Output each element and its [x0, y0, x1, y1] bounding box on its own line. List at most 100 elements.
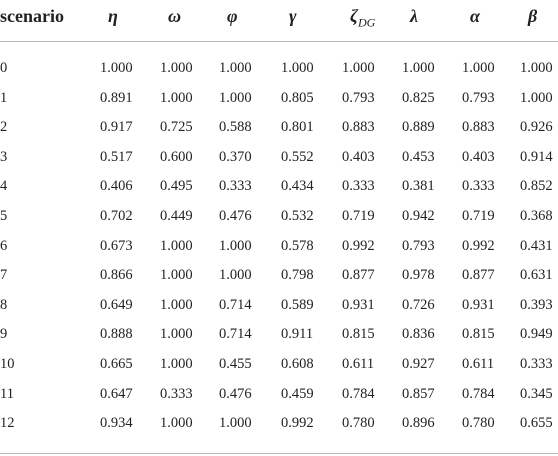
- cell-value: 0.726: [402, 296, 435, 313]
- cell-value: 0.476: [219, 208, 252, 224]
- cell-value: 1.000: [160, 356, 193, 372]
- cell-value: 0.611: [342, 356, 375, 372]
- cell-value: 0.949: [520, 326, 553, 343]
- cell-value: 0.647: [100, 385, 133, 402]
- cell-value: 0.459: [281, 385, 314, 402]
- cell-value: 1.000: [462, 60, 495, 76]
- cell-value: 0.931: [462, 296, 495, 313]
- cell-value: 0.793: [402, 237, 435, 254]
- column-header: η: [108, 6, 118, 26]
- cell-value: 0.927: [402, 356, 435, 372]
- cell-value: 0.600: [160, 148, 193, 165]
- cell-value: 0.333: [462, 178, 495, 195]
- cell-value: 0.495: [160, 178, 193, 195]
- cell-value: 0.333: [160, 385, 193, 402]
- cell-value: 1.000: [281, 60, 314, 76]
- header-symbol: ζ: [350, 6, 358, 26]
- column-header: scenario: [0, 6, 64, 26]
- column-header: ω: [168, 6, 182, 26]
- cell-value: 0.992: [281, 415, 314, 432]
- cell-value: 0.780: [462, 415, 495, 432]
- cell-value: 0.917: [100, 119, 133, 136]
- column-header: φ: [227, 6, 238, 26]
- cell-value: 1.000: [219, 89, 252, 106]
- cell-value: 0.798: [281, 267, 314, 284]
- cell-value: 0.719: [462, 208, 495, 224]
- row-label: 11: [0, 385, 14, 402]
- row-label: 12: [0, 415, 15, 432]
- cell-value: 0.784: [462, 385, 495, 402]
- cell-value: 0.665: [100, 356, 133, 372]
- row-label: 9: [0, 326, 8, 343]
- cell-value: 1.000: [160, 326, 193, 343]
- cell-value: 0.453: [402, 148, 435, 165]
- cell-value: 0.825: [402, 89, 435, 106]
- cell-value: 0.793: [342, 89, 375, 106]
- cell-value: 0.406: [100, 178, 133, 195]
- cell-value: 0.719: [342, 208, 375, 224]
- cell-value: 0.476: [219, 385, 252, 402]
- cell-value: 0.896: [402, 415, 435, 432]
- cell-value: 0.552: [281, 148, 314, 165]
- row-label: 1: [0, 89, 8, 106]
- cell-value: 0.883: [342, 119, 375, 136]
- cell-value: 1.000: [160, 89, 193, 106]
- cell-value: 0.517: [100, 148, 133, 165]
- column-header: γ: [289, 6, 297, 26]
- cell-value: 1.000: [342, 60, 375, 76]
- cell-value: 1.000: [520, 60, 553, 76]
- cell-value: 0.455: [219, 356, 252, 372]
- cell-value: 1.000: [160, 60, 193, 76]
- header-rule: [0, 41, 558, 42]
- cell-value: 0.992: [342, 237, 375, 254]
- cell-value: 0.611: [462, 356, 495, 372]
- cell-value: 0.589: [281, 296, 314, 313]
- cell-value: 1.000: [100, 60, 133, 76]
- cell-value: 1.000: [219, 237, 252, 254]
- cell-value: 0.891: [100, 89, 133, 106]
- cell-value: 0.431: [520, 237, 553, 254]
- cell-value: 0.889: [402, 119, 435, 136]
- cell-value: 0.883: [462, 119, 495, 136]
- header-subscript: DG: [357, 15, 376, 30]
- cell-value: 0.857: [402, 385, 435, 402]
- cell-value: 0.449: [160, 208, 193, 224]
- cell-value: 0.836: [402, 326, 435, 343]
- cell-value: 0.649: [100, 296, 133, 313]
- bottom-rule: [0, 453, 558, 454]
- cell-value: 0.345: [520, 385, 553, 402]
- cell-value: 0.926: [520, 119, 553, 136]
- cell-value: 0.877: [342, 267, 375, 284]
- column-header: α: [470, 6, 480, 26]
- cell-value: 0.333: [219, 178, 252, 195]
- cell-value: 0.852: [520, 178, 553, 195]
- cell-value: 0.815: [342, 326, 375, 343]
- cell-value: 0.978: [402, 267, 435, 284]
- cell-value: 0.914: [520, 148, 553, 165]
- cell-value: 0.702: [100, 208, 133, 224]
- row-label: 8: [0, 296, 8, 313]
- cell-value: 0.578: [281, 237, 314, 254]
- row-label: 0: [0, 60, 8, 76]
- cell-value: 1.000: [219, 267, 252, 284]
- cell-value: 0.333: [520, 356, 553, 372]
- column-header: λ: [410, 6, 418, 26]
- cell-value: 0.714: [219, 326, 252, 343]
- cell-value: 1.000: [160, 237, 193, 254]
- cell-value: 0.532: [281, 208, 314, 224]
- cell-value: 0.793: [462, 89, 495, 106]
- cell-value: 0.805: [281, 89, 314, 106]
- row-label: 10: [0, 356, 15, 372]
- cell-value: 0.780: [342, 415, 375, 432]
- cell-value: 0.942: [402, 208, 435, 224]
- cell-value: 1.000: [402, 60, 435, 76]
- row-label: 5: [0, 208, 8, 224]
- column-header: β: [528, 6, 538, 26]
- cell-value: 0.588: [219, 119, 252, 136]
- cell-value: 0.370: [219, 148, 252, 165]
- row-label: 6: [0, 237, 8, 254]
- cell-value: 0.368: [520, 208, 553, 224]
- cell-value: 1.000: [160, 415, 193, 432]
- cell-value: 0.403: [462, 148, 495, 165]
- cell-value: 0.934: [100, 415, 133, 432]
